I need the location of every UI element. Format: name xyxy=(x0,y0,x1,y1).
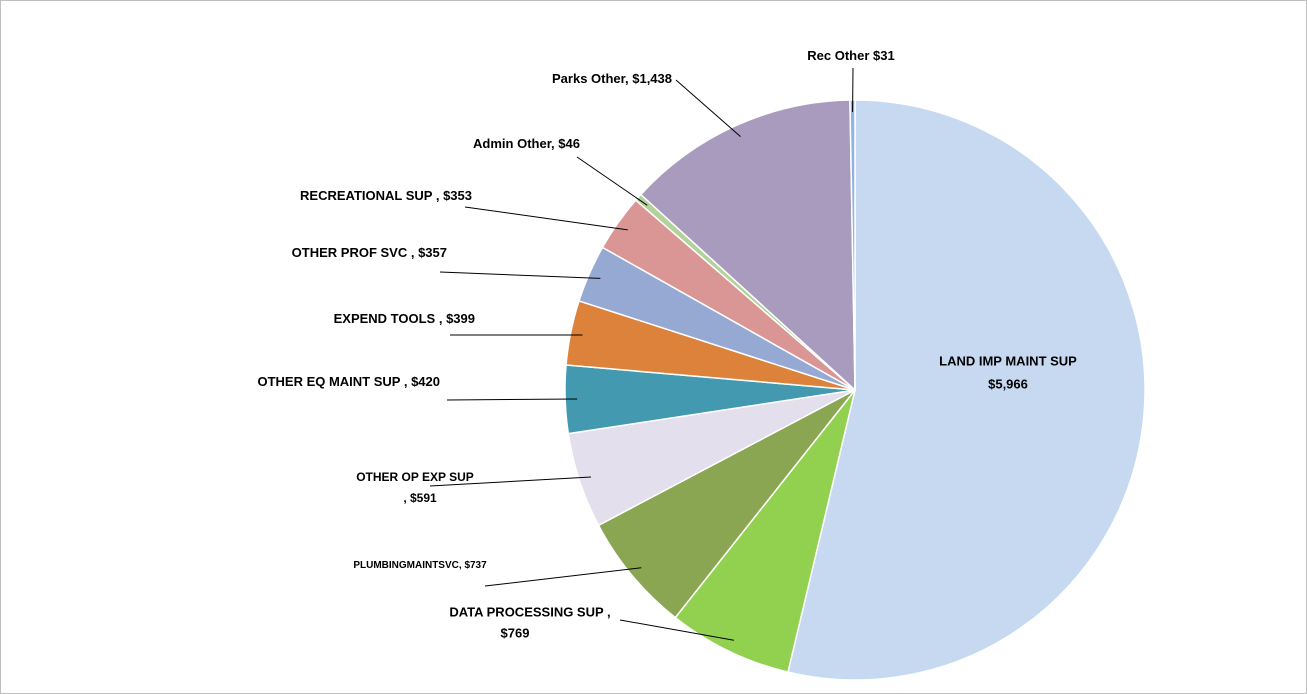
data-label: OTHER OP EXP SUP xyxy=(356,470,474,484)
label-value: $737 xyxy=(464,560,487,571)
label-category: Parks Other, xyxy=(552,71,629,86)
pie-slice xyxy=(597,389,856,619)
label-value: $1,438 xyxy=(632,71,672,86)
label-value: $357 xyxy=(418,245,447,260)
data-label: Rec Other $31 xyxy=(807,48,894,63)
leader-line xyxy=(484,567,642,587)
data-label: RECREATIONAL SUP , $353 xyxy=(300,188,472,203)
pie-slice xyxy=(787,99,1146,681)
label-value: $353 xyxy=(443,188,472,203)
leader-line xyxy=(619,619,734,641)
label-category: EXPEND TOOLS , xyxy=(334,311,443,326)
data-label: OTHER PROF SVC , $357 xyxy=(292,245,447,260)
data-label: Parks Other, $1,438 xyxy=(552,71,672,86)
data-label: LAND IMP MAINT SUP xyxy=(939,353,1077,368)
leader-line xyxy=(464,206,628,231)
data-label-value: , $591 xyxy=(403,491,437,505)
label-category: RECREATIONAL SUP , xyxy=(300,188,439,203)
data-label: OTHER EQ MAINT SUP , $420 xyxy=(257,374,440,389)
leader-line xyxy=(576,156,648,206)
label-value: $46 xyxy=(558,136,580,151)
data-label-value: $769 xyxy=(501,625,530,640)
label-category: Rec Other xyxy=(807,48,869,63)
label-category: PLUMBINGMAINTSVC, xyxy=(353,560,462,571)
leader-line xyxy=(429,476,591,487)
pie-slice xyxy=(639,99,856,392)
data-label: PLUMBINGMAINTSVC, $737 xyxy=(353,560,487,571)
leader-line xyxy=(439,271,601,279)
data-label: Admin Other, $46 xyxy=(473,136,580,151)
data-label: EXPEND TOOLS , $399 xyxy=(334,311,475,326)
leader-line xyxy=(446,398,578,401)
leader-line xyxy=(675,79,741,138)
label-category: OTHER EQ MAINT SUP , xyxy=(257,374,407,389)
pie-slice xyxy=(674,389,856,674)
label-value: $420 xyxy=(411,374,440,389)
label-category: OTHER PROF SVC , xyxy=(292,245,415,260)
label-value: $31 xyxy=(873,48,895,63)
label-value: $399 xyxy=(446,311,475,326)
data-label-value: $5,966 xyxy=(988,376,1028,391)
label-category: Admin Other, xyxy=(473,136,555,151)
data-label: DATA PROCESSING SUP , xyxy=(449,604,610,619)
